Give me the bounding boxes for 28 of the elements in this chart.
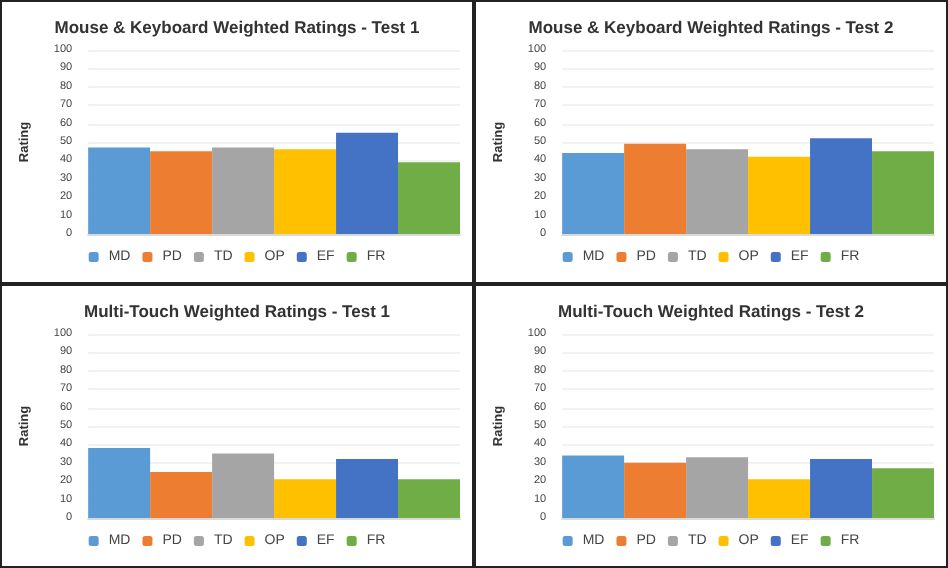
bar [88,448,151,518]
bar [274,149,337,234]
bar [748,156,811,234]
bar [810,138,873,234]
bar [88,147,151,234]
bar [624,143,687,234]
bar [686,457,749,518]
bar [398,162,460,234]
bar [562,455,625,518]
bar [562,153,625,234]
bar [336,459,399,518]
bar [274,479,337,518]
chart-title: Mouse & Keyboard Weighted Ratings - Test 2 [528,17,894,37]
chart-title: Mouse & Keyboard Weighted Ratings - Test 1 [54,17,420,37]
chart-title: Multi-Touch Weighted Ratings - Test 2 [558,301,865,321]
bar [212,147,275,234]
bar [686,149,749,234]
bar [150,151,213,234]
bar [212,453,275,518]
bar [872,151,934,234]
bar [748,479,811,518]
bar [624,462,687,518]
bar [810,459,873,518]
bar [872,468,934,518]
bar [336,132,399,234]
bar [150,472,213,518]
bar [398,479,460,518]
chart-title: Multi-Touch Weighted Ratings - Test 1 [84,301,391,321]
